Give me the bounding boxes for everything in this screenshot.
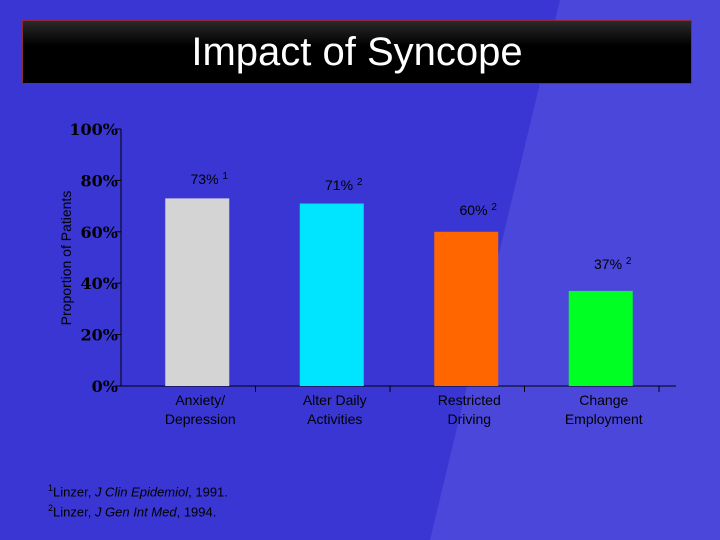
title-bar: Impact of Syncope (22, 20, 692, 84)
x-tick-label-1-line-0: Alter Daily (303, 392, 367, 408)
data-label-ref-0: 1 (222, 171, 228, 182)
x-tick-label-2-line-0: Restricted (438, 392, 501, 408)
footnote-2-year: , 1994. (176, 504, 217, 520)
y-axis-title: Proportion of Patients (58, 191, 74, 326)
footnote-1-ref: 1 (48, 483, 54, 493)
footnote-2-ref: 2 (48, 503, 54, 514)
data-label-1: 71% 2 (325, 177, 363, 193)
y-tick-label-4: 80% (81, 171, 118, 190)
bar-2 (434, 231, 499, 386)
x-tick-label-0-line-1: Depression (165, 411, 236, 427)
footnote-1: 1Linzer, J Clin Epidemiol, 1991. (48, 480, 228, 500)
x-tick-label-1-line-1: Activities (307, 411, 362, 427)
slide-title: Impact of Syncope (191, 29, 523, 74)
footnote-1-year: , 1991. (188, 484, 228, 500)
bar-0 (165, 198, 230, 386)
y-tick-label-1: 20% (81, 326, 118, 345)
data-label-0: 73% 1 (191, 171, 229, 187)
bar-3 (568, 290, 633, 386)
data-label-3: 37% 2 (594, 256, 632, 272)
footnotes: 1Linzer, J Clin Epidemiol, 1991. 2Linzer… (48, 480, 228, 521)
data-label-ref-1: 2 (357, 177, 363, 188)
data-label-ref-2: 2 (491, 202, 497, 213)
footnote-1-journal: J Clin Epidemiol (94, 484, 189, 500)
x-tick-label-0-line-0: Anxiety/ (175, 392, 225, 408)
y-tick-label-3: 60% (81, 223, 118, 242)
data-label-ref-3: 2 (626, 256, 632, 267)
footnote-2-author: Linzer, (53, 504, 95, 520)
x-tick-label-2-line-1: Driving (447, 411, 491, 427)
background-accent-shape (430, 0, 720, 540)
x-tick-label-3-line-0: Change (579, 392, 628, 408)
y-tick-label-5: 100% (69, 120, 118, 139)
footnote-2-journal: J Gen Int Med (94, 504, 177, 520)
y-tick-label-0: 0% (92, 377, 118, 396)
footnote-1-author: Linzer, (53, 484, 95, 500)
x-tick-label-3-line-1: Employment (565, 411, 643, 427)
footnote-2: 2Linzer, J Gen Int Med, 1994. (48, 500, 228, 520)
bar-1 (299, 203, 364, 386)
data-label-2: 60% 2 (460, 202, 498, 218)
y-tick-label-2: 40% (81, 274, 118, 293)
